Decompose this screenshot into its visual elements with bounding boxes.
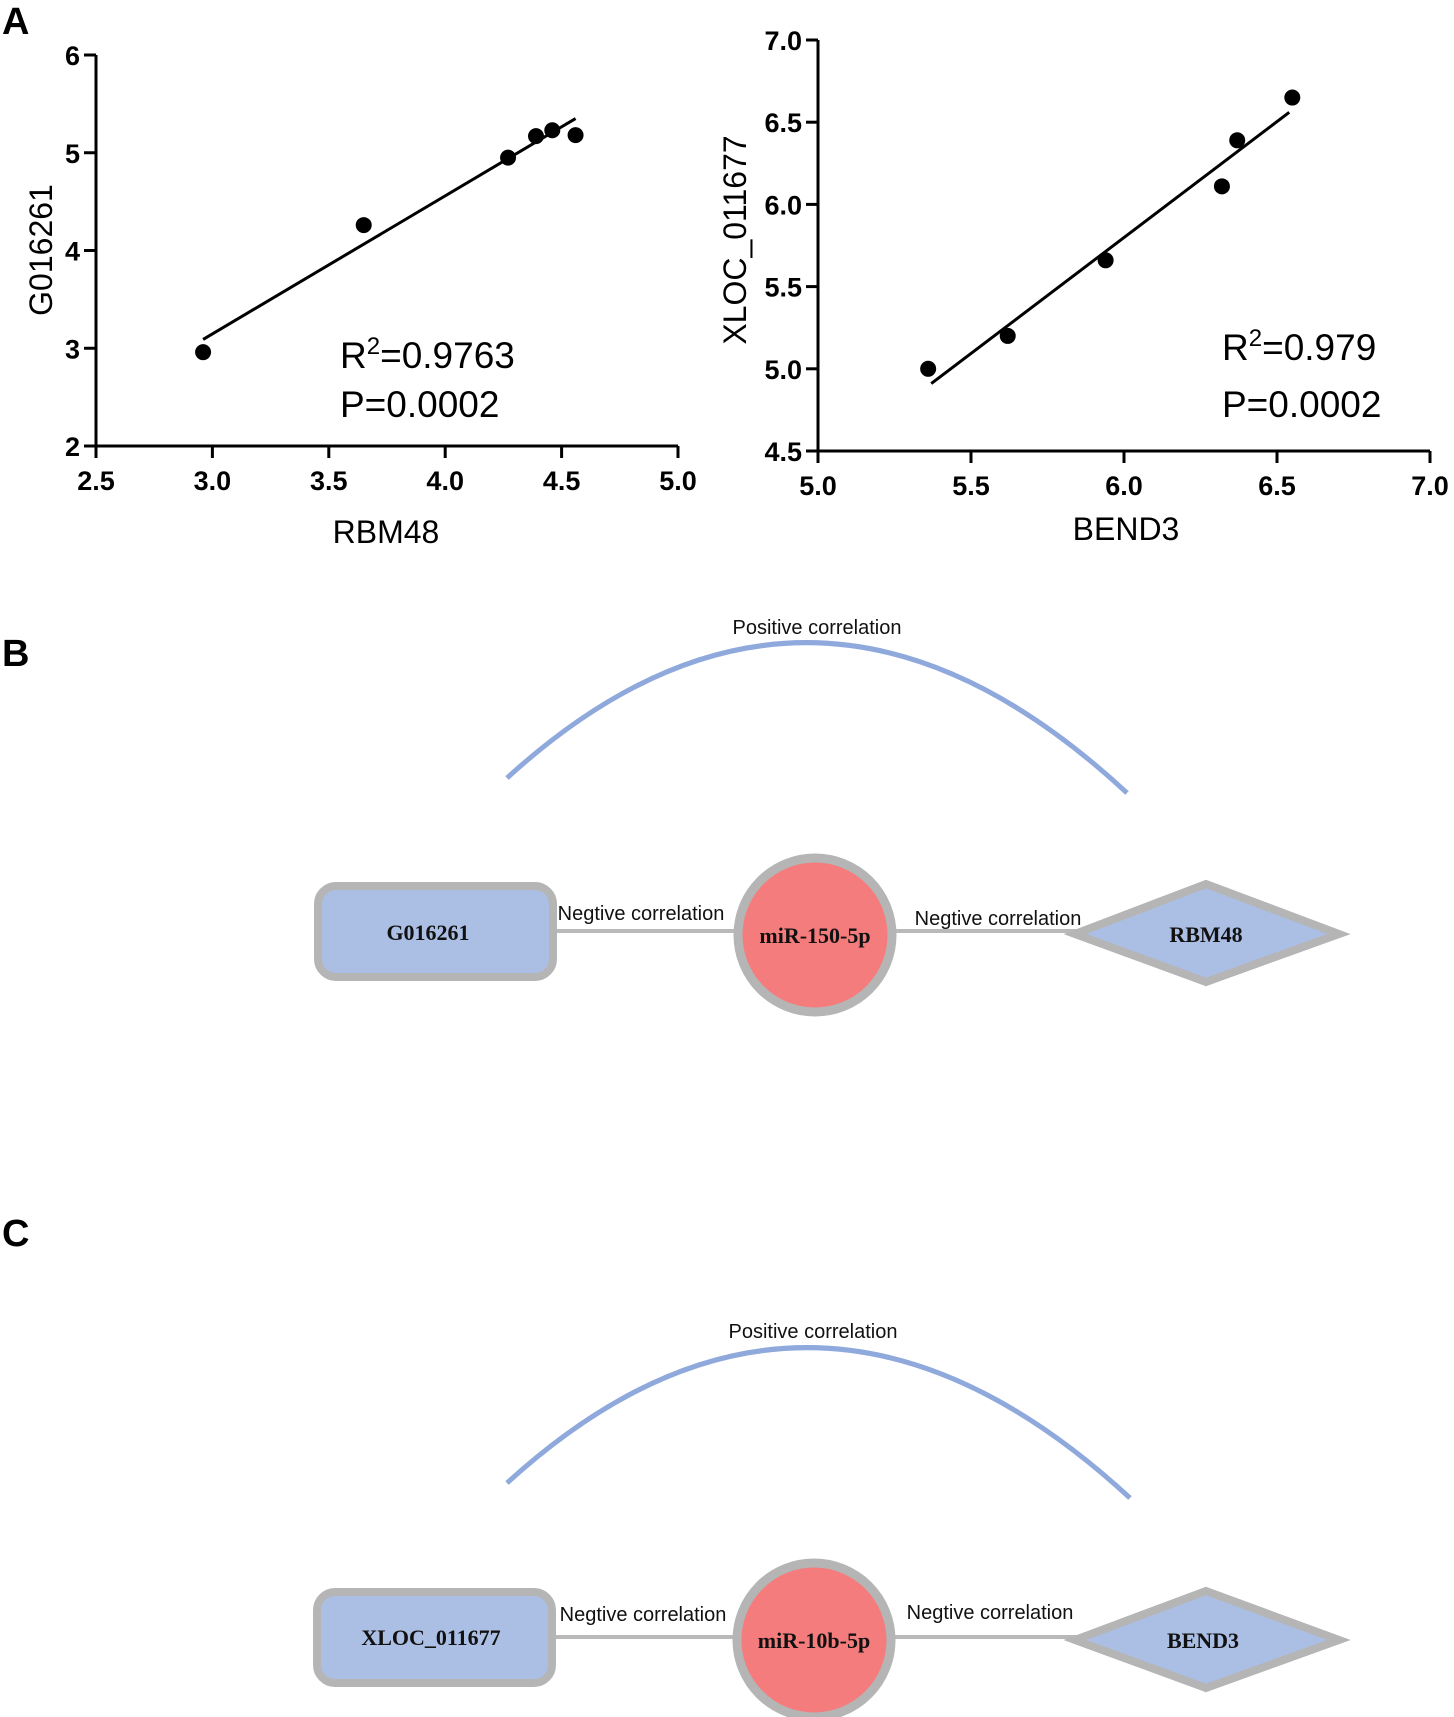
data-point bbox=[920, 360, 937, 377]
mirna-node-label: miR-10b-5p bbox=[758, 1628, 870, 1653]
x-tick-label: 3.5 bbox=[310, 466, 348, 496]
regression-line bbox=[202, 117, 577, 341]
positive-correlation-arc bbox=[505, 640, 1129, 795]
lncrna-node-g016261 bbox=[314, 882, 557, 981]
x-tick-label: 2.5 bbox=[77, 466, 115, 496]
panel-letter-b: B bbox=[2, 633, 29, 675]
x-tick-label: 6.5 bbox=[1258, 471, 1296, 501]
mrna-node-bend3 bbox=[1063, 1586, 1351, 1693]
mrna-node-rbm48 bbox=[1063, 879, 1351, 987]
data-point bbox=[1284, 89, 1301, 106]
x-tick-label: 6.0 bbox=[1105, 471, 1143, 501]
y-tick-label: 6 bbox=[65, 41, 80, 71]
regression-line bbox=[930, 111, 1291, 385]
lncrna-node-xloc-011677 bbox=[313, 1588, 556, 1687]
y-tick-label: 4.5 bbox=[764, 437, 802, 467]
data-point bbox=[544, 122, 561, 139]
scatter-plot-rbm48-g016261: 2.5 3.0 3.5 4.0 4.5 5.0 2 3 4 5 6 RBM48 G016261 R2… bbox=[23, 41, 697, 550]
positive-correlation-label: Positive correlation bbox=[733, 617, 902, 639]
y-axis-label: XLOC_011677 bbox=[717, 135, 753, 344]
positive-correlation-label: Positive correlation bbox=[729, 1321, 898, 1343]
axis-ticks bbox=[84, 53, 680, 458]
data-points bbox=[195, 122, 584, 361]
data-points bbox=[920, 89, 1301, 377]
data-point bbox=[195, 344, 212, 361]
y-tick-label: 5 bbox=[65, 139, 80, 169]
x-tick-label: 4.5 bbox=[543, 466, 581, 496]
x-tick-label: 4.0 bbox=[426, 466, 464, 496]
data-point bbox=[1229, 132, 1246, 149]
positive-correlation-arc bbox=[505, 1345, 1132, 1500]
panel-letter-a: A bbox=[2, 1, 29, 43]
data-point bbox=[500, 149, 517, 166]
y-tick-label: 4 bbox=[65, 237, 80, 267]
x-tick-label: 5.0 bbox=[799, 471, 837, 501]
panel-letter-c: C bbox=[2, 1213, 29, 1255]
tick-labels: 5.0 5.5 6.0 6.5 7.0 4.5 5.0 5.5 6.0 6.5 7.0 bbox=[764, 26, 1448, 501]
edge-right-label: Negtive correlation bbox=[915, 908, 1082, 930]
y-axis-label: G016261 bbox=[23, 184, 59, 316]
data-point bbox=[999, 327, 1016, 344]
data-point bbox=[527, 128, 544, 145]
axis-ticks bbox=[806, 38, 1432, 463]
edge-right-label: Negtive correlation bbox=[907, 1602, 1074, 1624]
data-point bbox=[1213, 178, 1230, 195]
x-tick-label: 7.0 bbox=[1411, 471, 1449, 501]
edge-left-label: Negtive correlation bbox=[560, 1604, 727, 1626]
lncrna-node-label: XLOC_011677 bbox=[361, 1625, 500, 1650]
network-mir-10b-5p: Positive correlation XLOC_011677 miR-10b… bbox=[313, 1321, 1351, 1717]
network-mir-150-5p: Positive correlation G016261 miR-150-5p … bbox=[314, 617, 1351, 1017]
data-point bbox=[355, 217, 372, 234]
x-axis-label: BEND3 bbox=[1073, 511, 1180, 547]
y-tick-label: 7.0 bbox=[764, 26, 802, 56]
lncrna-node-label: G016261 bbox=[386, 920, 469, 945]
y-tick-label: 6.0 bbox=[764, 190, 802, 220]
y-tick-label: 5.5 bbox=[764, 273, 802, 303]
r-squared-annotation: R2=0.979 bbox=[1222, 325, 1376, 368]
mirna-node-label: miR-150-5p bbox=[759, 923, 870, 948]
x-tick-label: 5.5 bbox=[952, 471, 990, 501]
p-value-annotation: P=0.0002 bbox=[1222, 384, 1381, 425]
p-value-annotation: P=0.0002 bbox=[340, 384, 499, 425]
data-point bbox=[567, 127, 584, 144]
mrna-node-label: RBM48 bbox=[1169, 922, 1242, 947]
tick-labels: 2.5 3.0 3.5 4.0 4.5 5.0 2 3 4 5 6 bbox=[65, 41, 697, 496]
mirna-node-mir-10b-5p bbox=[732, 1558, 896, 1717]
y-tick-label: 6.5 bbox=[764, 108, 802, 138]
x-axis-label: RBM48 bbox=[333, 514, 440, 550]
data-point bbox=[1097, 252, 1114, 269]
edge-left-label: Negtive correlation bbox=[558, 903, 725, 925]
y-tick-label: 2 bbox=[65, 432, 80, 462]
y-tick-label: 5.0 bbox=[764, 355, 802, 385]
y-tick-label: 3 bbox=[65, 334, 80, 364]
x-tick-label: 5.0 bbox=[659, 466, 697, 496]
r-squared-annotation: R2=0.9763 bbox=[340, 333, 515, 376]
x-tick-label: 3.0 bbox=[194, 466, 232, 496]
mrna-node-label: BEND3 bbox=[1167, 1628, 1239, 1653]
scatter-plot-bend3-xloc: 5.0 5.5 6.0 6.5 7.04.55.05.56.06.57.0 BEND3 … bbox=[717, 26, 1449, 547]
mirna-node-mir-150-5p bbox=[733, 853, 897, 1017]
